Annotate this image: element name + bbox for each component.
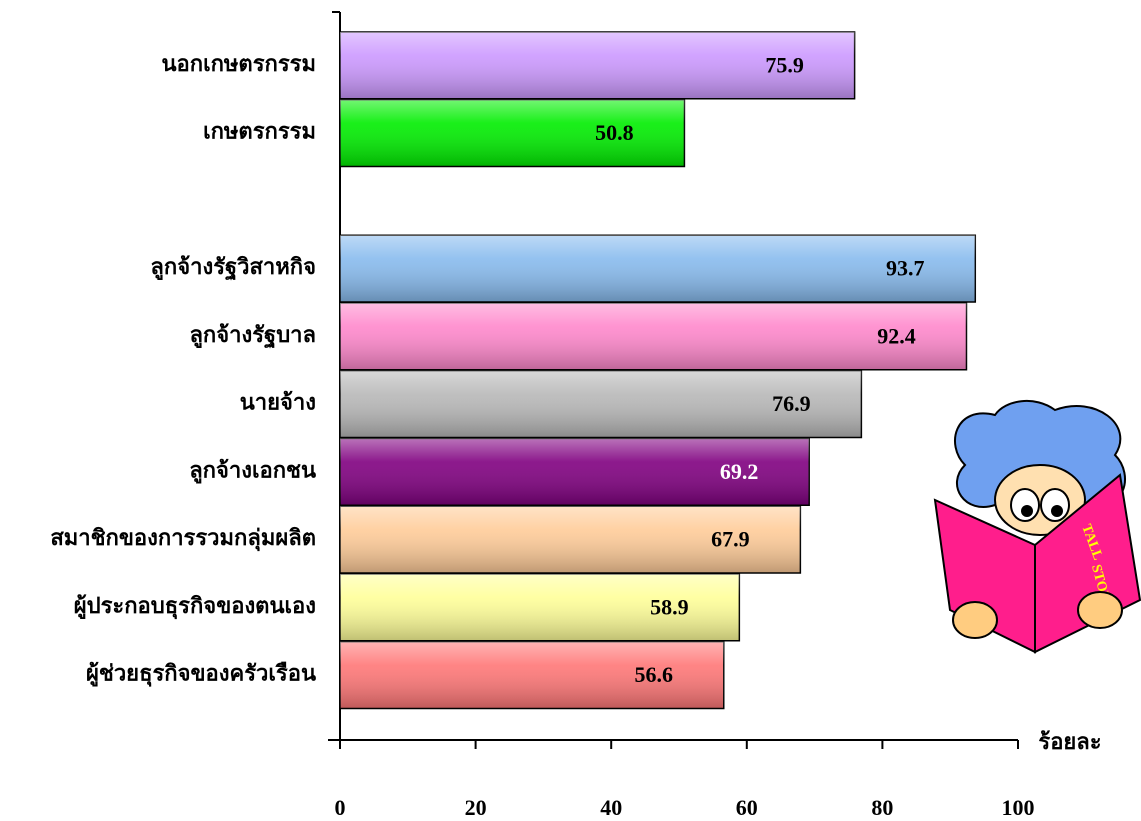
value-label: 50.8 (595, 120, 634, 145)
value-label: 67.9 (711, 527, 750, 552)
bar-shine (340, 32, 855, 99)
bar-shine (340, 99, 685, 167)
y-tick-label: ลูกจ้างรัฐวิสาหกิจ (150, 254, 316, 281)
x-tick-label: 80 (871, 795, 893, 820)
value-label: 56.6 (634, 662, 673, 687)
y-tick-label: ลูกจ้างเอกชน (189, 457, 316, 484)
x-tick-label: 60 (736, 795, 758, 820)
x-tick-label: 40 (600, 795, 622, 820)
value-label: 76.9 (772, 391, 811, 416)
y-tick-label: นายจ้าง (240, 390, 316, 415)
y-tick-label: ลูกจ้างรัฐบาล (189, 322, 316, 349)
bar-shine (340, 438, 810, 506)
x-axis-label: ร้อยละ (1038, 729, 1101, 754)
bar-shine (340, 235, 976, 302)
x-tick-label: 0 (335, 795, 346, 820)
y-tick-label: นอกเกษตรกรรม (162, 51, 316, 76)
value-label: 69.2 (720, 459, 759, 484)
y-tick-label: เกษตรกรรม (203, 119, 316, 144)
value-label: 93.7 (886, 256, 925, 281)
x-tick-label: 20 (465, 795, 487, 820)
y-tick-label: ผู้ประกอบธุรกิจของตนเอง (74, 593, 316, 620)
bar-shine (340, 303, 967, 370)
bar-shine (340, 641, 724, 709)
value-label: 58.9 (650, 594, 689, 619)
y-tick-label: สมาชิกของการรวมกลุ่มผลิต (50, 525, 316, 552)
bar-shine (340, 574, 740, 641)
cartoon: TALL STORIES (933, 399, 1141, 654)
value-label: 92.4 (877, 323, 916, 348)
value-label: 75.9 (765, 52, 804, 77)
y-tick-label: ผู้ช่วยธุรกิจของครัวเรือน (86, 661, 316, 688)
bar-shine (340, 506, 801, 573)
x-tick-label: 100 (1002, 795, 1035, 820)
bar-shine (340, 370, 862, 438)
